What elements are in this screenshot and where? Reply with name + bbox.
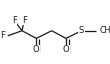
Text: F: F [12,16,17,25]
Text: O: O [63,45,69,54]
Text: F: F [22,16,27,25]
Text: O: O [33,45,40,54]
Text: CH₃: CH₃ [99,26,110,35]
Text: S: S [79,26,84,35]
Text: F: F [0,31,5,40]
